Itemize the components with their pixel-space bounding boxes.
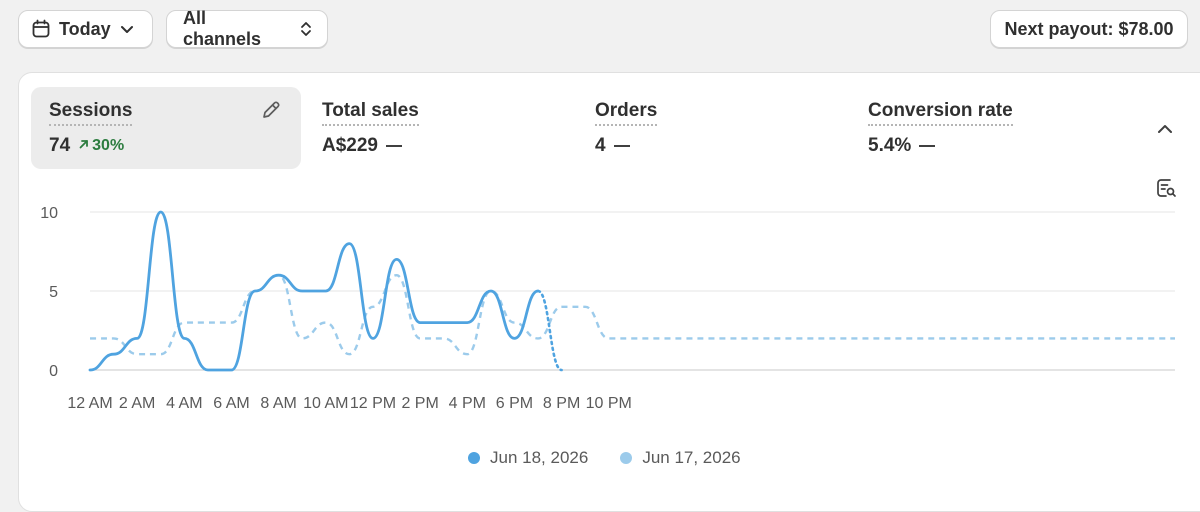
chart-legend: Jun 18, 2026 Jun 17, 2026 <box>468 448 741 468</box>
sessions-chart: 0 5 10 12 AM 2 AM 4 AM 6 AM 8 AM 10 AM 12 PM 2 PM 4… <box>40 205 1175 412</box>
series-line-previous <box>90 273 1175 356</box>
channels-label: All channels <box>183 8 262 49</box>
x-tick-label: 2 PM <box>401 395 438 412</box>
metric-total-sales[interactable]: Total sales A$229 <box>304 87 554 169</box>
metric-value: 5.4% <box>868 135 912 156</box>
date-range-label: Today <box>59 18 111 39</box>
x-tick-label: 12 PM <box>350 395 396 412</box>
metric-value-row: 74 30% <box>49 135 124 157</box>
chart-search-icon[interactable] <box>1155 177 1177 204</box>
no-change-dash <box>613 145 630 147</box>
x-tick-label: 4 AM <box>166 395 202 412</box>
x-tick-label: 4 PM <box>449 395 486 412</box>
y-tick-label: 0 <box>49 363 58 380</box>
x-tick-label: 8 AM <box>260 395 296 412</box>
metric-value: 74 <box>49 135 71 156</box>
change-badge: 30% <box>78 137 124 155</box>
analytics-card: Sessions 74 30% Total sales A$229 Orders… <box>18 72 1200 512</box>
chevron-up-down-icon <box>299 19 313 39</box>
metric-value-row: A$229 <box>322 135 402 157</box>
metric-label[interactable]: Total sales <box>322 100 419 126</box>
legend-item[interactable]: Jun 18, 2026 <box>468 448 588 468</box>
x-tick-label: 8 PM <box>543 395 580 412</box>
metric-sessions[interactable]: Sessions 74 30% <box>31 87 301 169</box>
x-tick-label: 12 AM <box>67 395 112 412</box>
chevron-down-icon <box>119 21 135 37</box>
chevron-up-icon[interactable] <box>1155 119 1175 144</box>
legend-swatch-previous <box>620 452 633 464</box>
metric-orders[interactable]: Orders 4 <box>577 87 827 169</box>
pencil-icon[interactable] <box>260 99 282 126</box>
change-value: 30% <box>92 137 125 154</box>
next-payout-button[interactable]: Next payout: $78.00 <box>990 10 1188 48</box>
legend-swatch-current <box>468 452 480 464</box>
legend-label: Jun 18, 2026 <box>490 448 589 467</box>
x-tick-label: 6 AM <box>213 395 249 412</box>
series-line-current-projection <box>536 289 563 372</box>
y-tick-label: 10 <box>40 205 58 222</box>
metric-value: A$229 <box>322 135 378 156</box>
legend-label: Jun 17, 2026 <box>642 448 741 467</box>
metric-label[interactable]: Sessions <box>49 100 133 126</box>
calendar-icon <box>31 19 51 39</box>
metric-value-row: 5.4% <box>868 135 936 157</box>
y-tick-label: 5 <box>49 284 58 301</box>
x-tick-label: 2 AM <box>119 395 155 412</box>
legend-item[interactable]: Jun 17, 2026 <box>620 448 741 468</box>
x-tick-label: 6 PM <box>496 395 533 412</box>
x-tick-label: 10 AM <box>303 395 348 412</box>
metric-value-row: 4 <box>595 135 630 157</box>
channels-select[interactable]: All channels <box>166 8 328 49</box>
metric-label[interactable]: Orders <box>595 100 658 126</box>
metric-value: 4 <box>595 135 606 156</box>
no-change-dash <box>386 145 402 147</box>
date-range-button[interactable]: Today <box>18 10 153 48</box>
metric-label[interactable]: Conversion rate <box>868 100 1013 126</box>
no-change-dash <box>919 145 936 147</box>
payout-label: Next payout: $78.00 <box>1004 18 1174 39</box>
series-line-current <box>88 210 540 372</box>
metric-conversion-rate[interactable]: Conversion rate 5.4% <box>850 87 1100 169</box>
arrow-up-right-icon <box>78 137 90 155</box>
x-tick-label: 10 PM <box>586 395 632 412</box>
